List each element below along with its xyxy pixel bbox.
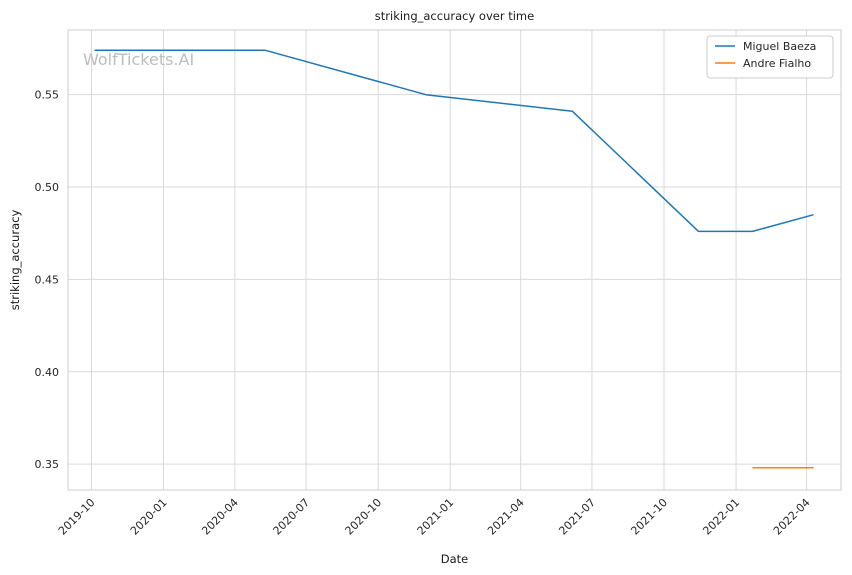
series-line-0 bbox=[94, 49, 814, 233]
grid bbox=[68, 30, 841, 490]
legend: Miguel Baeza Andre Fialho bbox=[706, 35, 834, 79]
legend-box bbox=[706, 35, 834, 79]
x-axis-label: Date bbox=[441, 552, 469, 566]
legend-entry: Miguel Baeza bbox=[743, 40, 816, 53]
watermark: WolfTickets.AI bbox=[83, 50, 194, 69]
y-tick-label: 0.50 bbox=[35, 181, 60, 194]
legend-entry: Andre Fialho bbox=[743, 57, 811, 70]
y-tick-label: 0.40 bbox=[35, 366, 60, 379]
series-lines bbox=[94, 49, 814, 469]
y-tick-label: 0.55 bbox=[35, 89, 60, 102]
y-axis-label: striking_accuracy bbox=[8, 210, 22, 311]
y-tick-label: 0.45 bbox=[35, 273, 60, 286]
chart-title: striking_accuracy over time bbox=[375, 9, 534, 23]
y-tick-label: 0.35 bbox=[35, 458, 60, 471]
plot-frame bbox=[67, 29, 842, 491]
y-axis-ticks: 0.35 0.40 0.45 0.50 0.55 bbox=[35, 89, 60, 471]
